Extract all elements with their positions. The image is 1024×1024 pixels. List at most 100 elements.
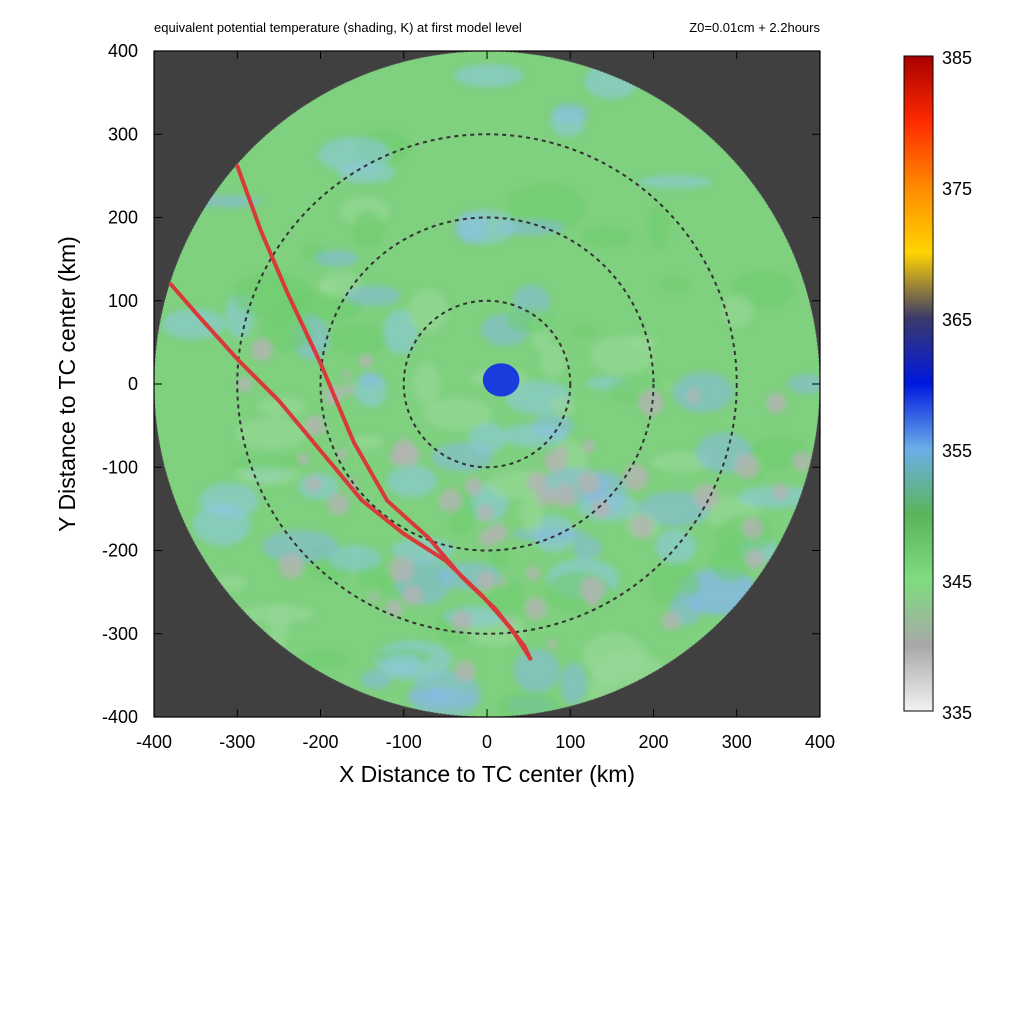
low-theta-e-cell [622, 464, 649, 491]
field-blotch [513, 649, 561, 693]
field-blotch [512, 527, 587, 542]
low-theta-e-cell [552, 483, 577, 508]
x-tick-label: -400 [136, 732, 172, 752]
low-theta-e-cell [305, 476, 322, 492]
low-theta-e-cell [638, 389, 665, 416]
x-tick-label: -100 [386, 732, 422, 752]
trajectory-line [168, 282, 533, 661]
low-theta-e-cell [278, 553, 304, 579]
y-tick-label: -300 [102, 624, 138, 644]
reference-circle [402, 299, 572, 469]
field-blotch [351, 211, 384, 247]
field-blotch [161, 308, 226, 340]
x-tick-label: 100 [555, 732, 585, 752]
y-axis-title: Y Distance to TC center (km) [54, 236, 80, 532]
field-blotch [625, 335, 658, 349]
x-tick-label: 200 [638, 732, 668, 752]
field-blotch [350, 433, 383, 450]
low-theta-e-cell [297, 453, 310, 465]
field-blotch [457, 209, 515, 245]
low-theta-e-cell [687, 389, 701, 403]
x-tick-label: -300 [219, 732, 255, 752]
field-blotch [746, 437, 807, 470]
low-theta-e-cell [792, 451, 812, 471]
low-theta-e-cell [630, 514, 654, 539]
field-blotch [405, 688, 478, 708]
low-theta-e-cell [304, 415, 326, 436]
colorbar-tick-label: 385 [942, 48, 972, 68]
low-theta-e-cell [251, 338, 274, 361]
y-tick-label: 400 [108, 41, 138, 61]
field-blotch [413, 360, 441, 406]
low-theta-e-cell [385, 599, 403, 617]
colorbar-tick-label: 365 [942, 310, 972, 330]
reference-circles [236, 133, 738, 635]
field-blotch [648, 203, 669, 249]
low-theta-e-cell [526, 566, 540, 581]
field-blotch [550, 395, 576, 417]
low-theta-e-cell [438, 489, 462, 513]
low-theta-e-cell [497, 577, 507, 587]
field-blotch [193, 503, 251, 546]
low-theta-e-cell [451, 610, 472, 631]
reference-circle [319, 216, 655, 552]
field-blotch [638, 491, 711, 527]
low-theta-e-cell [741, 517, 763, 539]
field-blotch [423, 397, 492, 431]
x-axis-title: X Distance to TC center (km) [339, 761, 635, 787]
field-blotch [581, 226, 631, 248]
colorbar-tick-label: 375 [942, 179, 972, 199]
field-blotch [468, 421, 507, 454]
field-blotch [230, 456, 311, 472]
field-blotch [358, 372, 383, 388]
y-tick-label: -100 [102, 457, 138, 477]
low-theta-e-cell [536, 487, 556, 507]
low-theta-e-cell [581, 439, 596, 454]
field-blotch [297, 649, 349, 668]
y-tick-label: 0 [128, 374, 138, 394]
theta-e-field [154, 51, 820, 717]
low-theta-e-cell [547, 639, 558, 650]
low-theta-e-cell [454, 660, 476, 682]
y-tick-label: -200 [102, 541, 138, 561]
colorbar-ticks: 335 345 355 365 375 385 [942, 48, 972, 723]
field-blotch [501, 423, 568, 448]
field-blotch [234, 417, 308, 450]
low-theta-e-cell [402, 585, 423, 606]
field-blotch [673, 372, 734, 413]
x-tick-label: 400 [805, 732, 835, 752]
theta-e-texture [161, 62, 820, 717]
low-theta-e-cell [389, 556, 415, 583]
field-blotch [505, 307, 555, 334]
field-blotch [497, 691, 561, 717]
x-tick-label: 300 [722, 732, 752, 752]
low-theta-e-cell [476, 504, 494, 522]
field-blotch [454, 63, 524, 88]
plot-area [154, 51, 820, 717]
field-blotch [572, 536, 602, 560]
field-blotch [215, 574, 247, 591]
colorbar-scale [903, 55, 934, 712]
y-tick-label: 200 [108, 208, 138, 228]
field-blotch [720, 294, 754, 328]
low-theta-e-cell [336, 448, 348, 460]
field-blotch [488, 547, 510, 569]
field-blotch [787, 374, 820, 394]
field-blotch [360, 669, 392, 690]
field-blotch [407, 289, 449, 333]
low-theta-e-cell [392, 438, 416, 463]
low-theta-e-cell [488, 522, 508, 543]
low-theta-e-cell [359, 354, 373, 369]
y-tick-label: 100 [108, 291, 138, 311]
field-blotch [581, 632, 648, 680]
y-tick-label: 300 [108, 124, 138, 144]
field-blotch [317, 136, 391, 173]
y-axis: -400 -300 -200 -100 0 100 200 300 400 [102, 41, 820, 727]
colorbar: 335 345 355 365 375 385 [903, 48, 972, 723]
chart-title: equivalent potential temperature (shadin… [154, 20, 522, 35]
low-theta-e-cell [526, 471, 548, 493]
field-blotch [659, 276, 690, 292]
low-theta-e-cell [327, 493, 350, 515]
field-blotch [262, 530, 339, 563]
low-theta-e-cell [734, 453, 760, 479]
